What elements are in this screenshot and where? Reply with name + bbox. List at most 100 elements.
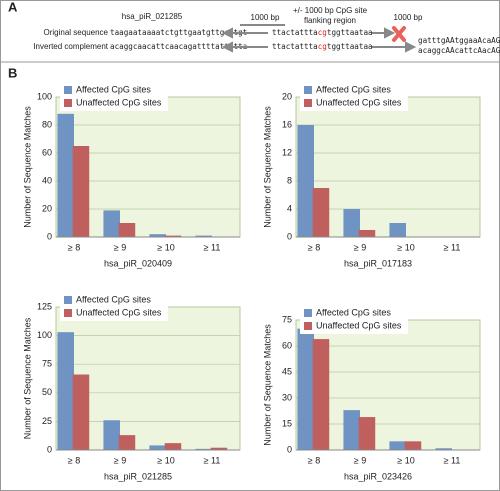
y-tick-label: 30 — [282, 392, 292, 402]
legend-swatch — [64, 99, 72, 107]
bar — [164, 443, 182, 450]
legend-swatch — [304, 309, 312, 317]
seq-part: ttactattta — [272, 28, 318, 37]
sequence: taagaataaaatctgttgaatgttgcctgt — [110, 28, 247, 37]
red-cross — [392, 26, 406, 42]
seq-part: tggttaataa — [327, 28, 373, 37]
y-tick-label: 15 — [282, 418, 292, 428]
x-tick-label: ≥ 11 — [204, 242, 221, 252]
y-axis-label: Number of Sequence Matches — [22, 106, 32, 228]
bar — [118, 435, 136, 450]
seq-part: tggttaataa — [327, 42, 373, 51]
region-label: +/- 1000 bp CpG site — [293, 6, 368, 15]
y-tick-label: 0 — [287, 231, 292, 241]
bar — [72, 146, 90, 237]
legend-swatch — [64, 296, 72, 304]
y-tick-label: 60 — [282, 340, 292, 350]
x-tick-label: ≥ 9 — [114, 455, 126, 465]
y-tick-label: 50 — [42, 387, 52, 397]
legend-label: Unaffected CpG sites — [316, 97, 402, 107]
y-tick-label: 125 — [37, 301, 52, 311]
bar — [57, 332, 74, 450]
y-tick-label: 12 — [282, 147, 292, 157]
bar — [103, 420, 120, 450]
bar — [312, 188, 330, 237]
bar — [404, 441, 422, 450]
legend-swatch — [304, 322, 312, 330]
x-tick-label: ≥ 9 — [354, 455, 366, 465]
bar — [343, 410, 360, 450]
y-axis-label: Number of Sequence Matches — [22, 317, 32, 439]
bar — [164, 235, 182, 237]
y-tick-label: 20 — [282, 91, 292, 101]
y-axis-label: Number of Sequence Matches — [262, 106, 272, 228]
bp-label: 1000 bp — [251, 13, 280, 22]
bar — [297, 125, 314, 237]
y-tick-label: 0 — [287, 444, 292, 454]
x-axis-label: hsa_piR_021285 — [104, 471, 172, 481]
bar — [358, 230, 376, 237]
x-tick-label: ≥ 9 — [354, 242, 366, 252]
bar — [195, 235, 212, 237]
cpg: cg — [318, 28, 327, 37]
bar — [210, 447, 228, 450]
bar — [72, 374, 90, 450]
x-tick-label: ≥ 8 — [68, 455, 80, 465]
legend-swatch — [304, 86, 312, 94]
cpg: cg — [318, 42, 327, 51]
bar — [149, 234, 166, 237]
row-label: Original sequence — [44, 28, 109, 37]
legend-box — [300, 83, 408, 111]
legend-label: Affected CpG sites — [76, 294, 151, 304]
sequence: acaggcAAcattcAacAGATTTTATTcttA — [418, 46, 500, 55]
row-label: Inverted complement — [33, 42, 108, 51]
x-tick-label: ≥ 11 — [444, 455, 461, 465]
y-tick-label: 60 — [42, 147, 52, 157]
x-tick-label: ≥ 8 — [68, 242, 80, 252]
x-axis-label: hsa_piR_020409 — [104, 258, 172, 268]
y-tick-label: 4 — [287, 203, 292, 213]
x-tick-label: ≥ 8 — [308, 242, 320, 252]
bar — [435, 448, 452, 450]
bar — [118, 223, 136, 237]
bar — [297, 328, 314, 450]
legend-label: Affected CpG sites — [316, 307, 391, 317]
y-tick-label: 8 — [287, 175, 292, 185]
y-tick-label: 45 — [282, 366, 292, 376]
x-axis-label: hsa_piR_023426 — [344, 471, 412, 481]
region-label: flanking region — [304, 16, 356, 25]
legend-label: Unaffected CpG sites — [76, 97, 162, 107]
y-tick-label: 0 — [47, 444, 52, 454]
y-tick-label: 0 — [47, 231, 52, 241]
bar — [312, 339, 330, 450]
x-tick-label: ≥ 10 — [397, 455, 414, 465]
plot-area — [295, 96, 481, 238]
x-tick-label: ≥ 11 — [444, 242, 461, 252]
arrows — [221, 24, 417, 53]
y-tick-label: 16 — [282, 119, 292, 129]
x-tick-label: ≥ 11 — [204, 455, 221, 465]
legend-label: Unaffected CpG sites — [316, 320, 402, 330]
x-axis-label: hsa_piR_017183 — [344, 258, 412, 268]
x-tick-label: ≥ 10 — [397, 242, 414, 252]
legend-box — [300, 306, 408, 334]
y-tick-label: 75 — [42, 359, 52, 369]
y-tick-label: 25 — [42, 416, 52, 426]
x-tick-label: ≥ 10 — [157, 242, 174, 252]
y-tick-label: 40 — [42, 175, 52, 185]
bar — [57, 113, 74, 237]
bar — [389, 223, 406, 237]
sequence: ttactatttacgtggttaataa — [272, 28, 373, 37]
bar — [195, 448, 212, 450]
legend-label: Affected CpG sites — [76, 84, 151, 94]
y-tick-label: 20 — [42, 203, 52, 213]
bar — [149, 445, 166, 450]
sequence: gatttgAAtggaaAcaAGATTTTATTtaaA — [418, 36, 500, 45]
bp-label: 1000 bp — [394, 13, 423, 22]
bar — [358, 417, 376, 450]
legend-box — [60, 293, 168, 321]
legend-swatch — [304, 99, 312, 107]
legend-swatch — [64, 309, 72, 317]
bar — [343, 209, 360, 237]
mirna-name: hsa_piR_021285 — [122, 12, 183, 21]
